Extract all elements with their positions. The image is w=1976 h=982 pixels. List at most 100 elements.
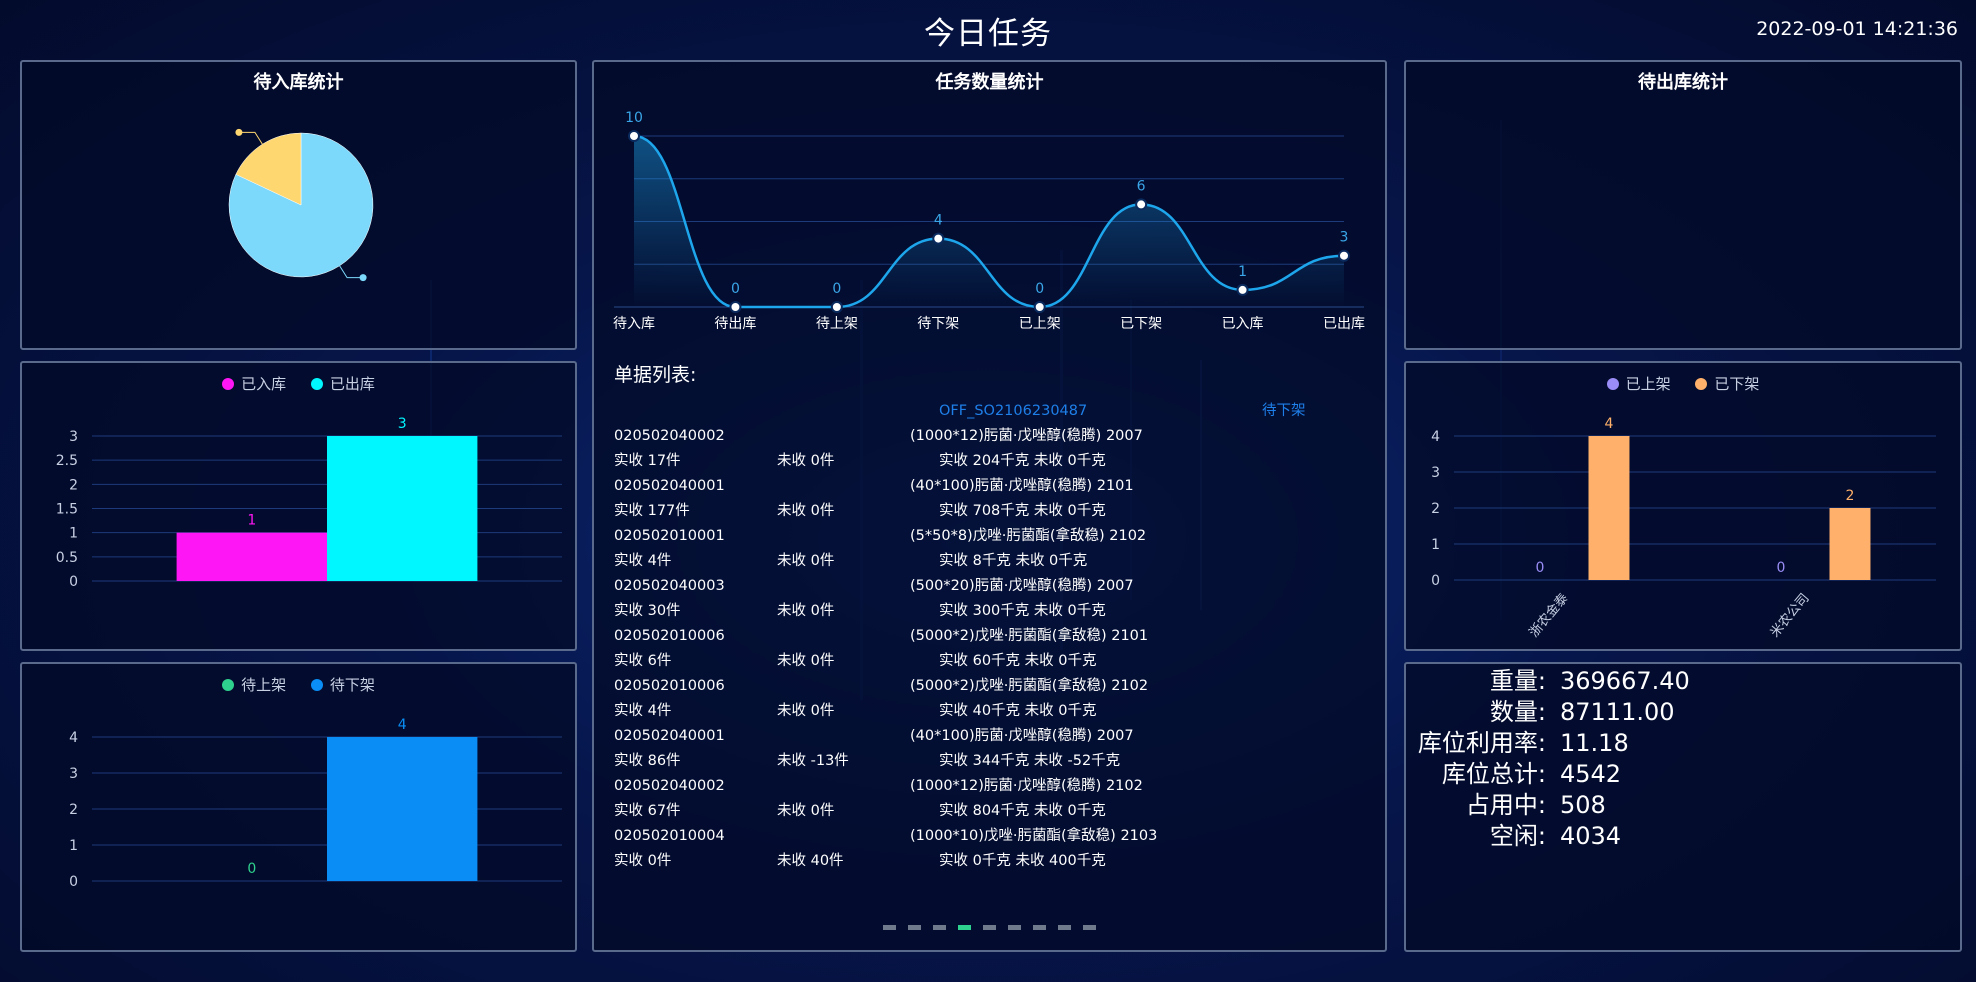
warehouse-stats-panel: 重量: 369667.40 数量: 87111.00 库位利用率: 11.18 库位总计: 4… [1404,662,1962,952]
received-count: 实收 86件 [614,753,681,769]
page-indicator[interactable] [908,925,921,930]
y-tick-label: 2 [69,477,78,493]
doc-item-code-row[interactable]: 020502010004 (1000*10)戊唑·肟菌酯(拿敌稳) 2103 [614,824,1354,849]
legend-dot-icon [310,678,323,691]
line-data-label: 3 [1340,230,1349,246]
line-data-label: 0 [832,281,841,297]
page-indicator[interactable] [1008,925,1021,930]
legend-label: 待下架 [329,676,375,694]
line-data-label: 0 [731,281,740,297]
page-indicator[interactable] [983,925,996,930]
product-name: (1000*10)戊唑·肟菌酯(拿敌稳) 2103 [910,828,1158,844]
stat-label: 占用中: [1465,791,1546,819]
page-indicator[interactable] [883,925,896,930]
y-tick-label: 3 [1431,465,1440,481]
legend-item-inbound[interactable]: 已入库 [222,373,286,394]
line-data-label: 0 [1035,281,1044,297]
page-indicator[interactable] [1058,925,1071,930]
line-data-label: 6 [1137,178,1146,194]
doc-item-qty-row: 实收 86件 未收 -13件 实收 344千克 未收 -52千克 [614,749,1354,774]
pagination [594,915,1385,934]
line-point [628,130,640,142]
outbound-stats-panel: 待出库统计 [1404,60,1962,350]
line-point [1135,198,1148,211]
material-code: 020502040002 [614,778,725,794]
y-tick-label: 1 [69,838,78,854]
doc-item-code-row[interactable]: 020502010001 (5*50*8)戊唑·肟菌酯(拿敌稳) 2102 [614,524,1354,549]
bar-data-label: 3 [398,416,407,432]
x-tick-label: 米农公司 [1768,591,1813,640]
stat-row: 数量: 87111.00 [1406,697,1960,728]
page-indicator[interactable] [1033,925,1046,930]
line-point [1236,283,1249,296]
doc-item-qty-row: 实收 0件 未收 40件 实收 0千克 未收 400千克 [614,849,1354,874]
legend-item-pending-shelve[interactable]: 待上架 [222,674,286,695]
doc-item-code-row[interactable]: 020502040002 (1000*12)肟菌·戊唑醇(稳腾) 2007 [614,424,1354,449]
bar-data-label: 4 [1605,416,1614,432]
product-name: (40*100)肟菌·戊唑醇(稳腾) 2007 [910,728,1134,744]
order-status: 待下架 [1262,403,1306,419]
stat-value: 369667.40 [1560,667,1690,695]
x-tick-label: 待下架 [917,316,959,332]
bar-data-label: 0 [1536,560,1545,576]
material-code: 020502010006 [614,678,725,694]
line-point [1033,301,1046,313]
x-tick-label: 已出库 [1323,316,1365,332]
x-tick-label: 已上架 [1019,316,1061,332]
doc-item-code-row[interactable]: 020502040001 (40*100)肟菌·戊唑醇(稳腾) 2101 [614,474,1354,499]
product-name: (5*50*8)戊唑·肟菌酯(拿敌稳) 2102 [910,528,1147,544]
line-point [1338,249,1350,262]
bar-data-label: 0 [247,861,256,877]
page-indicator[interactable] [933,925,946,930]
doc-item-qty-row: 实收 4件 未收 0件 实收 40千克 未收 0千克 [614,699,1354,724]
legend-dot-icon [1695,377,1708,390]
product-name: (500*20)肟菌·戊唑醇(稳腾) 2007 [910,578,1134,594]
y-tick-label: 3 [69,429,78,445]
weight-summary: 实收 344千克 未收 -52千克 [939,753,1121,769]
line-data-label: 1 [1238,264,1247,280]
y-tick-label: 1 [69,526,78,542]
task-count-title: 任务数量统计 [935,72,1044,93]
stat-row: 库位总计: 4542 [1406,759,1960,790]
legend-label: 已上架 [1625,375,1671,393]
material-code: 020502040003 [614,578,725,594]
doc-item-code-row[interactable]: 020502040001 (40*100)肟菌·戊唑醇(稳腾) 2007 [614,724,1354,749]
unreceived-count: 未收 0件 [777,553,835,569]
received-count: 实收 6件 [614,653,672,669]
pie-leader-line [339,265,364,279]
doc-item-code-row[interactable]: 020502040002 (1000*12)肟菌·戊唑醇(稳腾) 2102 [614,774,1354,799]
line-area [634,136,1344,307]
legend-dot-icon [310,377,323,390]
received-count: 实收 4件 [614,703,672,719]
order-number[interactable]: OFF_SO2106230487 [939,403,1088,419]
weight-summary: 实收 804千克 未收 0千克 [939,803,1106,819]
shelf-legend: 待上架 待下架 [22,674,575,695]
bar-data-label: 2 [1846,488,1855,504]
legend-item-outbound[interactable]: 已出库 [310,373,375,394]
y-tick-label: 4 [1431,429,1440,445]
y-tick-label: 0 [69,574,78,590]
unreceived-count: 未收 0件 [777,653,835,669]
legend-item-shelved[interactable]: 已上架 [1606,373,1671,394]
y-tick-label: 3 [69,766,78,782]
y-tick-label: 1.5 [56,502,78,518]
doc-item-code-row[interactable]: 020502010006 (5000*2)戊唑·肟菌酯(拿敌稳) 2102 [614,674,1354,699]
task-count-panel: 任务数量统计 10 待入库 0 待出库 0 待上架 4 待下架 0 已上架 6 已下架 1 已入库 3 已出库… [592,60,1387,952]
unreceived-count: 未收 0件 [777,803,835,819]
inbound-stats-panel: 待入库统计 [20,60,577,350]
received-count: 实收 4件 [614,553,672,569]
y-tick-label: 0 [69,874,78,890]
doc-list-header-row[interactable]: OFF_SO2106230487 待下架 [614,399,1354,424]
y-tick-label: 0.5 [56,550,78,566]
bar [1588,436,1630,580]
bar-data-label: 4 [398,717,407,733]
doc-item-code-row[interactable]: 020502040003 (500*20)肟菌·戊唑醇(稳腾) 2007 [614,574,1354,599]
page-indicator[interactable] [1083,925,1096,930]
x-tick-label: 待入库 [613,316,655,332]
doc-item-code-row[interactable]: 020502010006 (5000*2)戊唑·肟菌酯(拿敌稳) 2101 [614,624,1354,649]
legend-item-pending-unshelve[interactable]: 待下架 [310,674,375,695]
bar [327,436,478,581]
legend-item-unshelved[interactable]: 已下架 [1695,373,1759,394]
page-indicator[interactable] [958,925,971,930]
x-tick-label: 浙农金泰 [1526,590,1572,640]
